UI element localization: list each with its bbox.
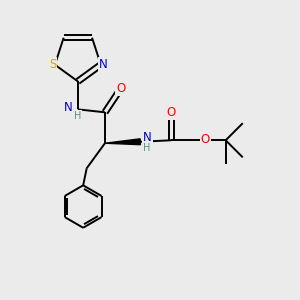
- Text: N: N: [143, 131, 152, 144]
- Text: O: O: [116, 82, 125, 95]
- Text: N: N: [64, 101, 73, 114]
- Polygon shape: [105, 139, 140, 145]
- Text: O: O: [167, 106, 176, 119]
- Text: N: N: [99, 58, 108, 71]
- Text: O: O: [201, 133, 210, 146]
- Text: H: H: [74, 111, 81, 121]
- Text: S: S: [49, 58, 56, 71]
- Text: H: H: [143, 142, 151, 153]
